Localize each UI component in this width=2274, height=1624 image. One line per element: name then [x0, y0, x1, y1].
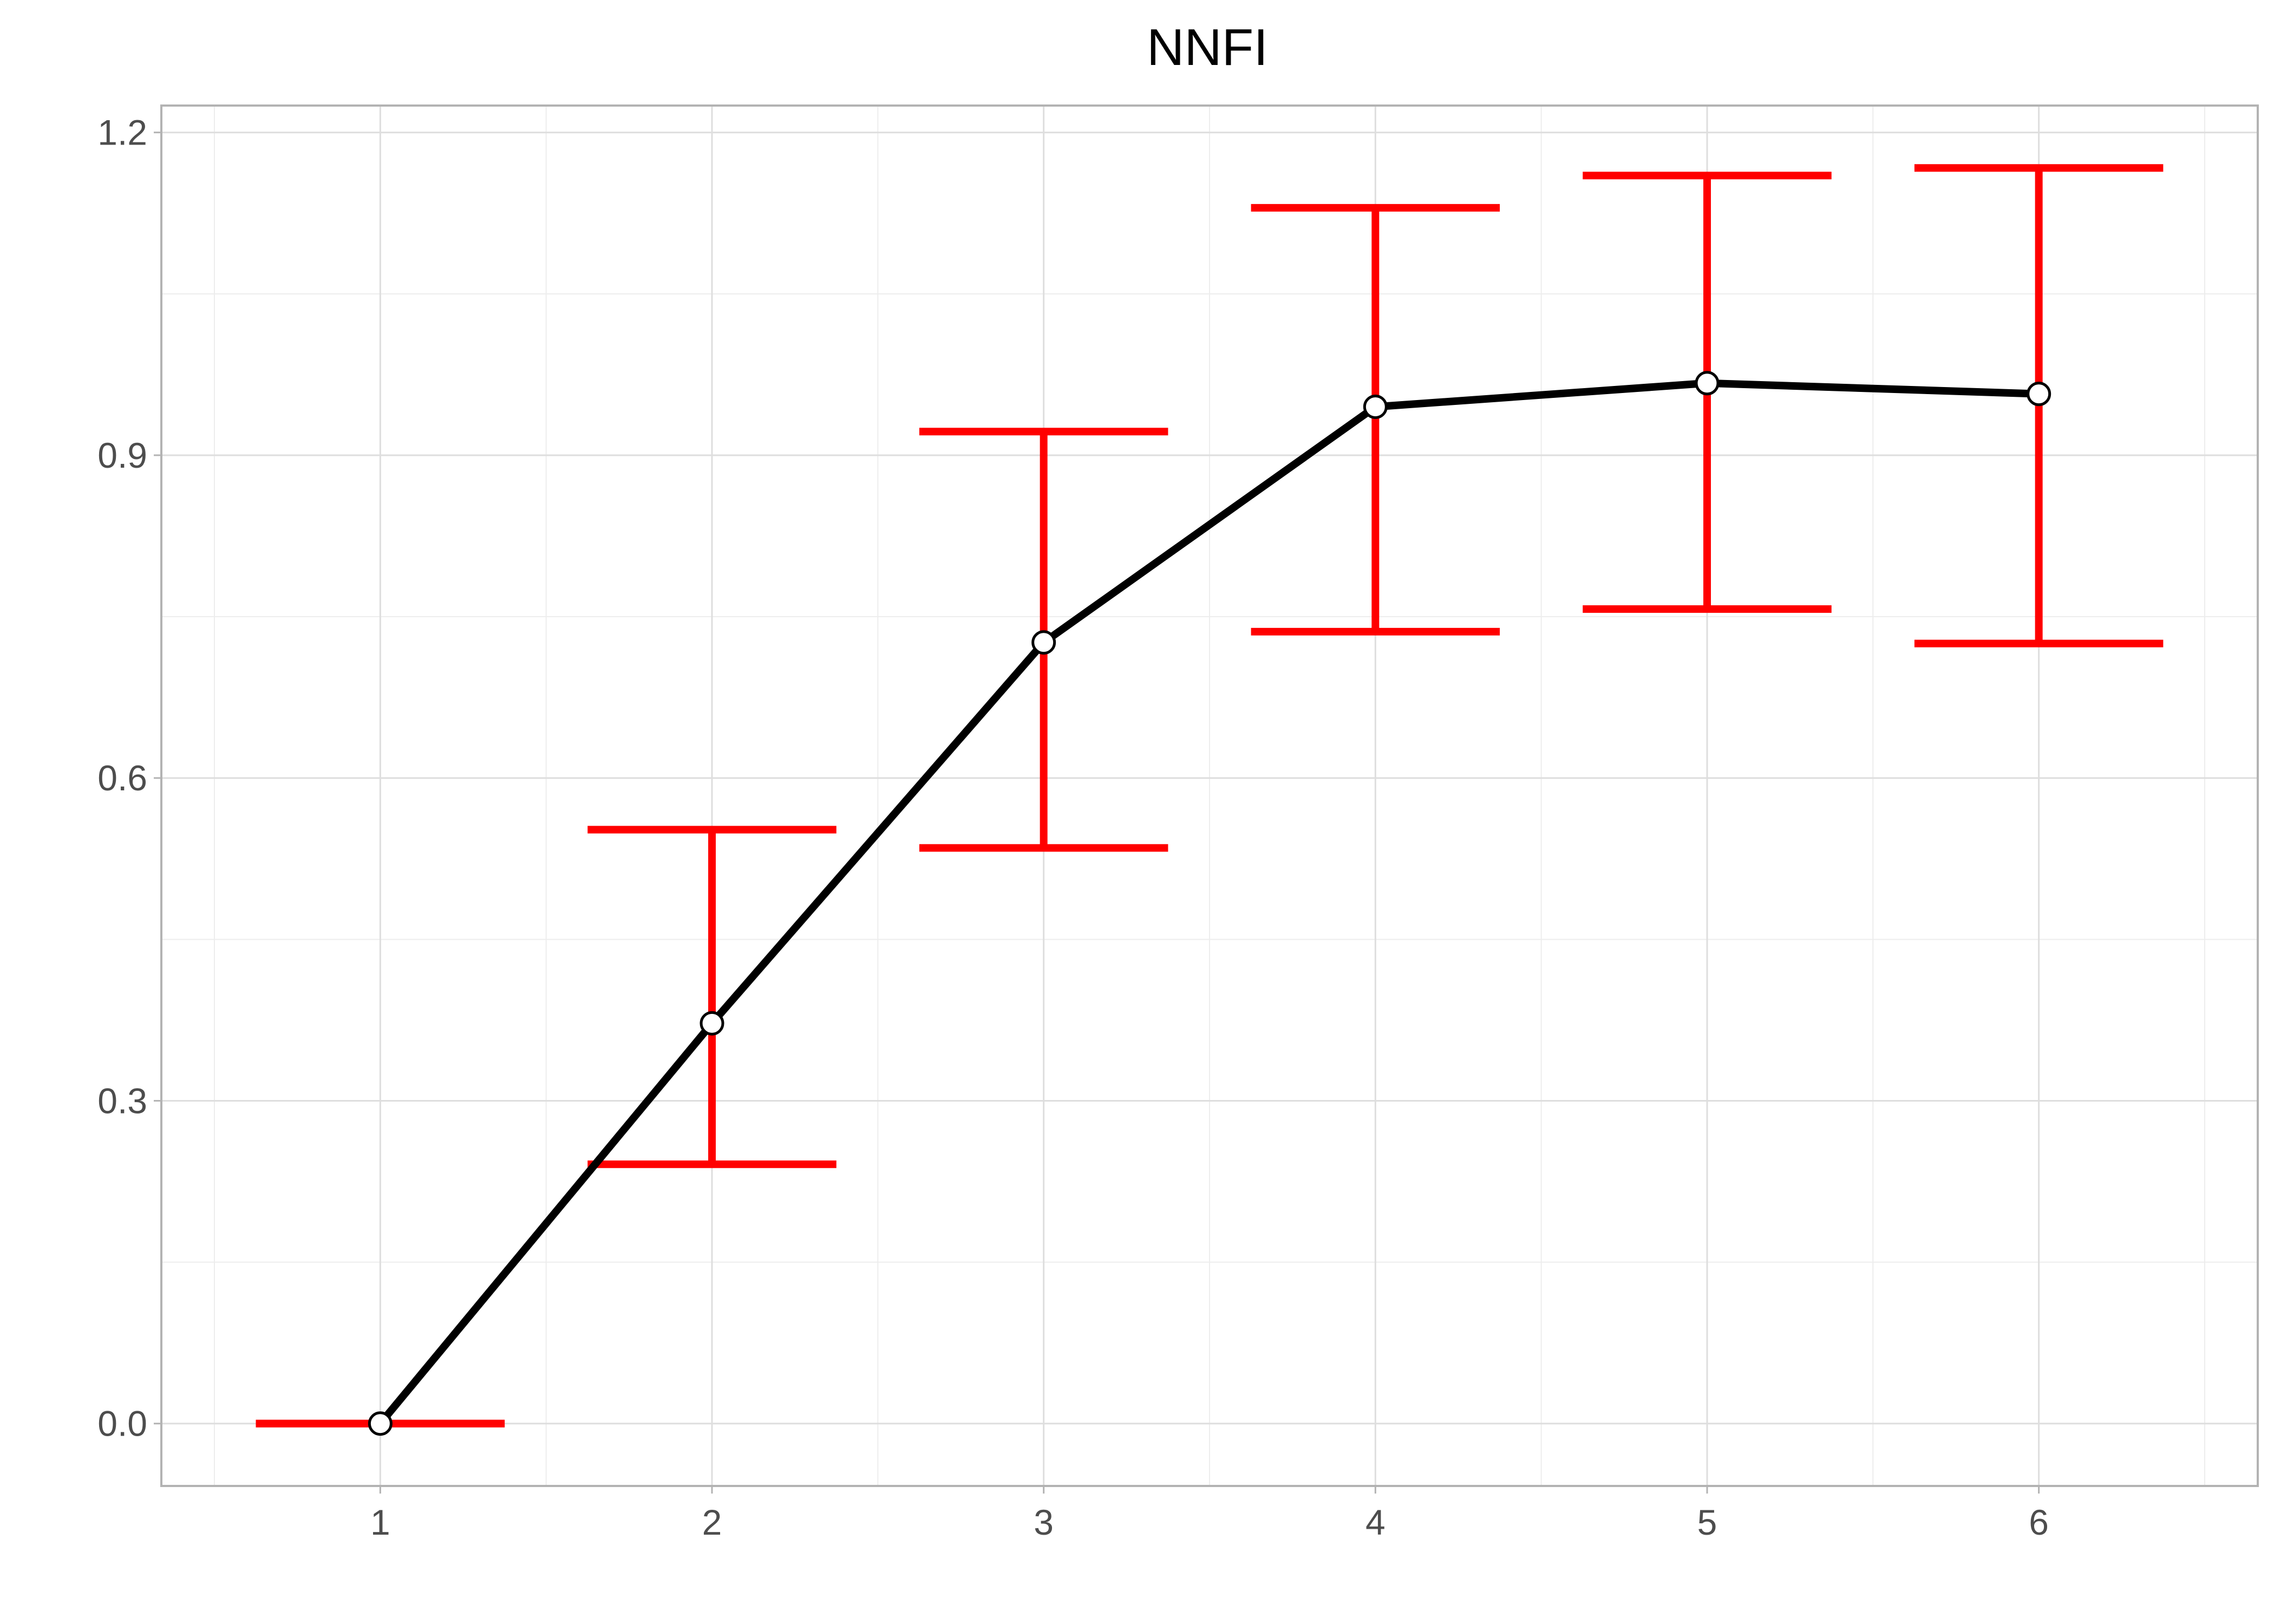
plot-panel	[160, 104, 2259, 1487]
x-tick-label: 2	[702, 1502, 722, 1542]
x-tick-label: 6	[2029, 1502, 2049, 1542]
grid	[161, 106, 2258, 1486]
y-tick-label: 0.3	[97, 1081, 147, 1121]
x-tick-label: 1	[370, 1502, 390, 1542]
data-point	[700, 1011, 724, 1036]
x-tick-label: 4	[1365, 1502, 1386, 1542]
series-line-group	[376, 379, 2043, 1427]
y-tick-label: 1.2	[97, 113, 147, 153]
x-tick-label: 5	[1697, 1502, 1717, 1542]
y-tick-label: 0.0	[97, 1404, 147, 1444]
y-tick-label: 0.9	[97, 435, 147, 475]
data-point	[1363, 395, 1388, 420]
y-tick-label: 0.6	[97, 758, 147, 798]
series-line	[376, 379, 2043, 1427]
data-points	[368, 371, 2051, 1436]
x-tick-label: 3	[1034, 1502, 1054, 1542]
chart-title: NNFI	[1147, 18, 1268, 76]
axes: 0.0 0.3 0.6 0.9 1.2 1 2 3 4 5 6	[97, 113, 2049, 1542]
data-point	[1695, 371, 1720, 396]
data-point	[368, 1411, 393, 1436]
data-point	[1031, 630, 1056, 655]
data-point	[2027, 382, 2051, 407]
